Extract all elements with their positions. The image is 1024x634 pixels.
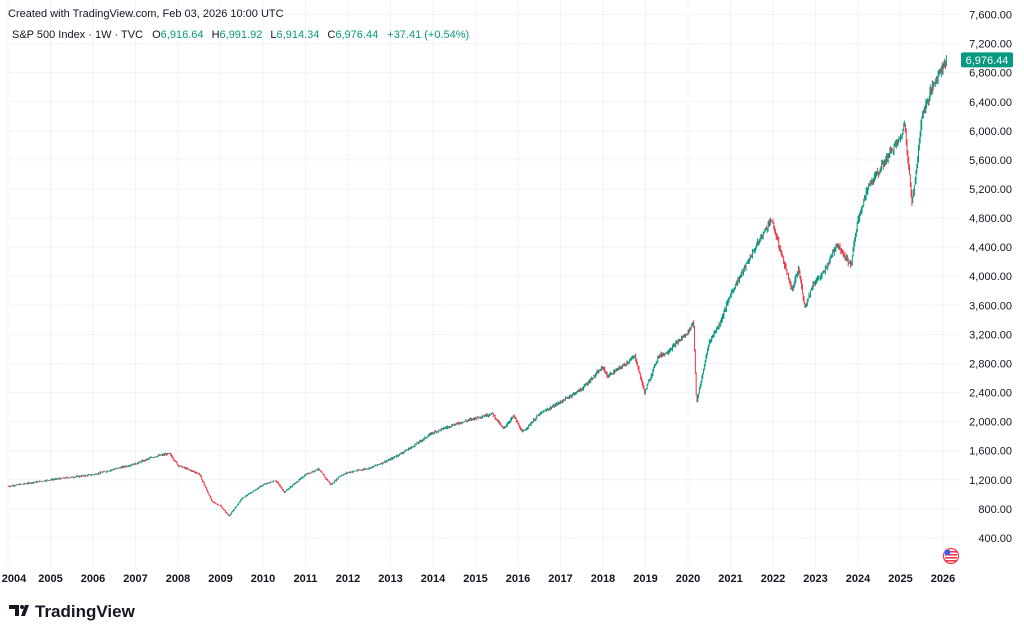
x-tick-label: 2011 bbox=[294, 573, 318, 585]
low-label: L bbox=[270, 29, 276, 41]
open-value: 6,916.64 bbox=[161, 29, 204, 41]
x-tick-label: 2008 bbox=[166, 573, 190, 585]
chart-grid bbox=[7, 0, 960, 567]
y-tick-label: 800.00 bbox=[978, 504, 1012, 516]
y-tick-label: 4,400.00 bbox=[969, 242, 1012, 254]
y-tick-label: 2,400.00 bbox=[969, 388, 1012, 400]
x-tick-label: 2026 bbox=[931, 573, 955, 585]
ohlc-legend: S&P 500 Index · 1W · TVC O6,916.64 H6,99… bbox=[12, 29, 469, 41]
y-tick-label: 6,400.00 bbox=[969, 97, 1012, 109]
open-label: O bbox=[152, 29, 161, 41]
last-price-marker: 6,976.44 bbox=[961, 52, 1013, 68]
y-tick-label: 400.00 bbox=[978, 533, 1012, 545]
x-tick-label: 2005 bbox=[38, 573, 62, 585]
x-tick-label: 2021 bbox=[718, 573, 742, 585]
y-tick-label: 2,000.00 bbox=[969, 417, 1012, 429]
candlestick-series bbox=[7, 55, 947, 517]
y-tick-label: 5,200.00 bbox=[969, 184, 1012, 196]
y-tick-label: 1,200.00 bbox=[969, 475, 1012, 487]
y-tick-label: 1,600.00 bbox=[969, 446, 1012, 458]
high-label: H bbox=[212, 29, 220, 41]
x-tick-label: 2023 bbox=[803, 573, 827, 585]
y-tick-label: 2,800.00 bbox=[969, 358, 1012, 370]
tradingview-logo-icon bbox=[9, 605, 29, 616]
last-price-label: 6,976.44 bbox=[966, 55, 1009, 67]
x-tick-label: 2018 bbox=[591, 573, 615, 585]
tradingview-wordmark: TradingView bbox=[35, 602, 136, 621]
y-tick-label: 3,600.00 bbox=[969, 300, 1012, 312]
x-tick-label: 2025 bbox=[888, 573, 912, 585]
created-with-text: Created with TradingView.com, Feb 03, 20… bbox=[8, 8, 284, 20]
svg-text:S&P 500 Index · 1W · TVC: S&P 500 Index · 1W · TVC O6,916.64 H6,99… bbox=[12, 29, 469, 41]
y-tick-label: 7,200.00 bbox=[969, 39, 1012, 51]
x-tick-label: 2013 bbox=[378, 573, 402, 585]
y-tick-label: 4,800.00 bbox=[969, 213, 1012, 225]
x-tick-label: 2006 bbox=[81, 573, 105, 585]
time-axis[interactable]: 2004 2005 2006 2007 2008 2009 2010 2011 2012 2013… bbox=[2, 573, 955, 585]
y-tick-label: 4,000.00 bbox=[969, 271, 1012, 283]
x-tick-label: 2022 bbox=[761, 573, 785, 585]
tradingview-logo[interactable]: TradingView bbox=[9, 602, 136, 621]
x-tick-label: 2009 bbox=[208, 573, 232, 585]
y-tick-label: 6,800.00 bbox=[969, 68, 1012, 80]
x-tick-label: 2007 bbox=[123, 573, 147, 585]
price-axis[interactable]: 400.00 800.00 1,200.00 1,600.00 2,000.00 2,40… bbox=[969, 10, 1012, 545]
x-tick-label: 2010 bbox=[251, 573, 275, 585]
x-tick-label: 2016 bbox=[506, 573, 530, 585]
x-tick-label: 2015 bbox=[463, 573, 487, 585]
y-tick-label: 7,600.00 bbox=[969, 10, 1012, 22]
us-flag-icon[interactable] bbox=[942, 547, 960, 565]
x-tick-label: 2014 bbox=[421, 573, 446, 585]
x-tick-label: 2017 bbox=[548, 573, 572, 585]
x-tick-label: 2024 bbox=[846, 573, 871, 585]
close-label: C bbox=[327, 29, 335, 41]
x-tick-label: 2004 bbox=[2, 573, 27, 585]
y-tick-label: 5,600.00 bbox=[969, 155, 1012, 167]
y-tick-label: 6,000.00 bbox=[969, 126, 1012, 138]
y-tick-label: 3,200.00 bbox=[969, 329, 1012, 341]
symbol-label: S&P 500 Index · 1W · TVC bbox=[12, 29, 143, 41]
x-tick-label: 2012 bbox=[336, 573, 360, 585]
high-value: 6,991.92 bbox=[220, 29, 263, 41]
x-tick-label: 2020 bbox=[676, 573, 700, 585]
low-value: 6,914.34 bbox=[277, 29, 320, 41]
change-value: +37.41 (+0.54%) bbox=[387, 29, 469, 41]
close-value: 6,976.44 bbox=[335, 29, 378, 41]
x-tick-label: 2019 bbox=[633, 573, 657, 585]
